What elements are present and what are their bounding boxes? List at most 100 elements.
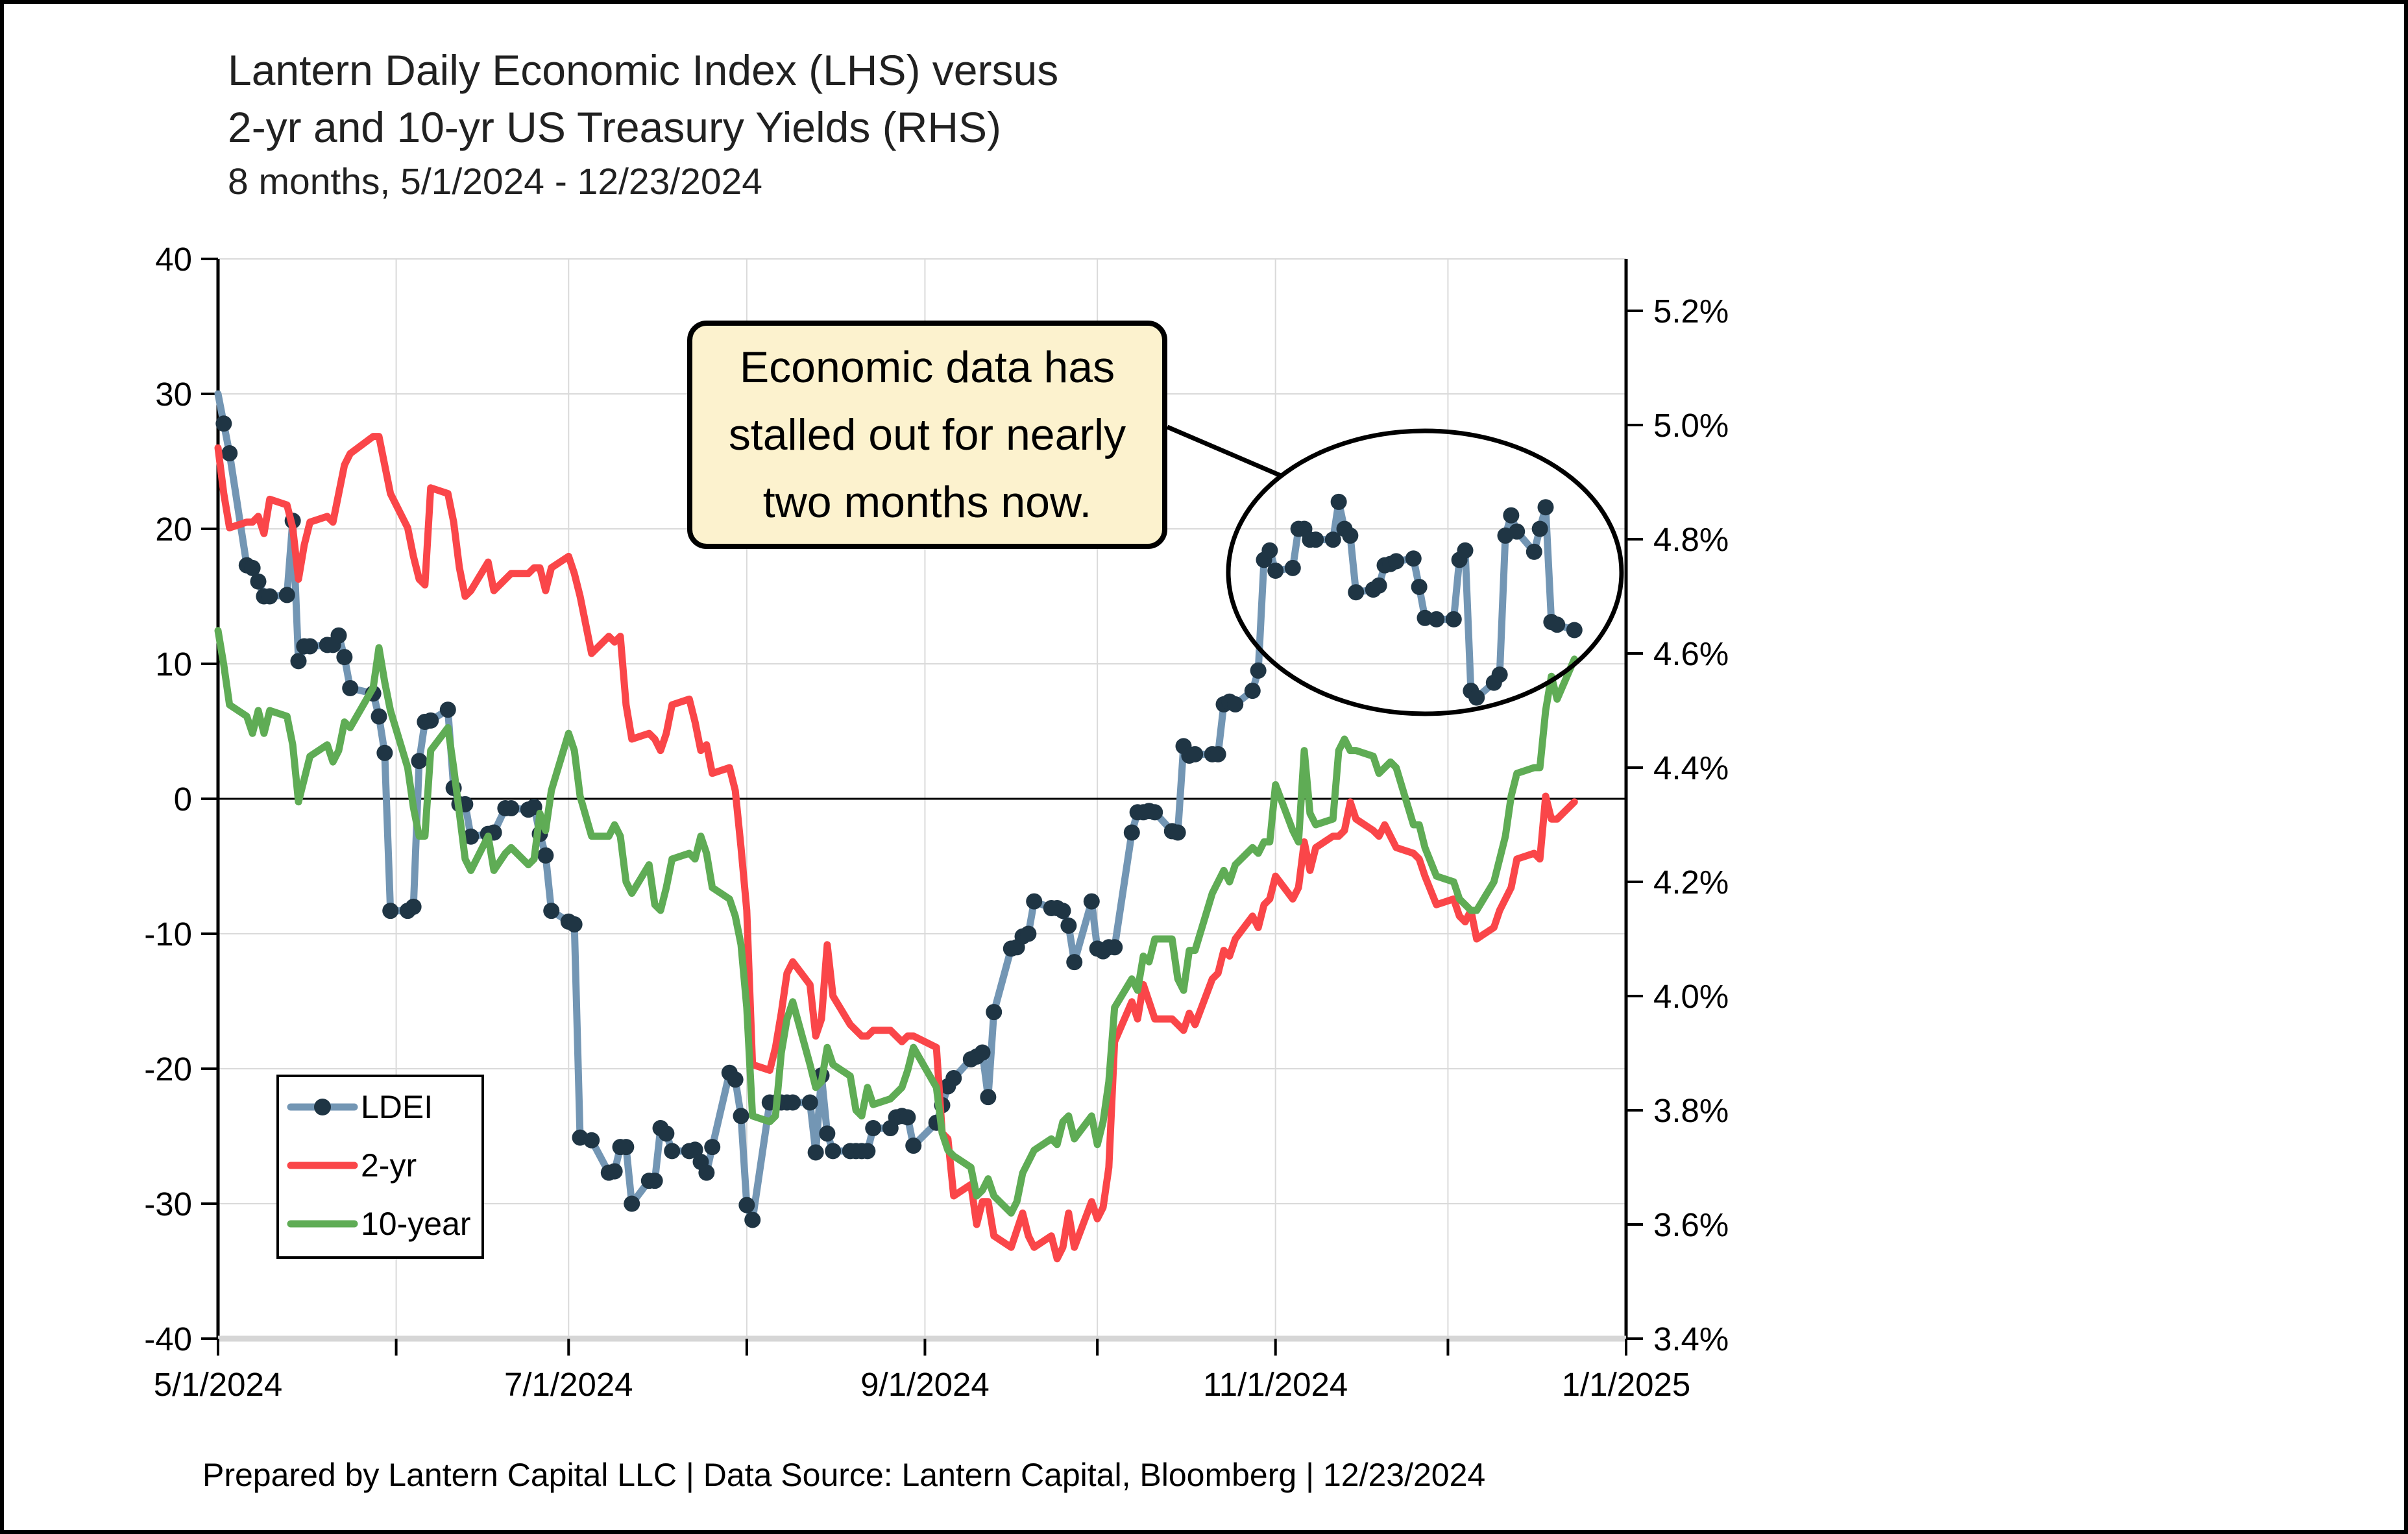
- series-ldei-marker: [825, 1143, 842, 1160]
- series-ldei-marker: [727, 1071, 744, 1088]
- series-ldei-marker: [503, 800, 520, 817]
- series-ldei-marker: [1083, 893, 1100, 910]
- series-ldei-marker: [376, 744, 393, 761]
- series-ldei-marker: [583, 1132, 600, 1149]
- series-ldei-marker: [865, 1120, 882, 1137]
- series-ldei-marker: [244, 559, 261, 576]
- series-ldei-marker: [278, 587, 295, 603]
- series-ldei-marker: [1066, 954, 1083, 971]
- right-axis-tick-label: 4.4%: [1653, 749, 1729, 786]
- series-ldei-marker: [543, 903, 560, 919]
- series-ldei-marker: [330, 627, 347, 644]
- legend-marker-LDEI: [314, 1099, 331, 1115]
- series-ldei-marker: [1445, 611, 1462, 627]
- series-ldei-marker: [1026, 893, 1043, 910]
- series-ldei-marker: [945, 1070, 962, 1087]
- series-ldei-marker: [1284, 559, 1301, 576]
- annotation-leader-line: [1166, 424, 1282, 478]
- series-ldei-marker: [606, 1163, 623, 1180]
- series-ldei-marker: [439, 701, 456, 718]
- x-axis-tick-label: 11/1/2024: [1203, 1366, 1348, 1403]
- left-axis-tick-label: 10: [155, 646, 192, 683]
- right-axis-tick-label: 3.6%: [1653, 1206, 1729, 1243]
- series-ldei-marker: [1348, 584, 1365, 601]
- series-ldei-marker: [618, 1139, 635, 1156]
- source-footer: Prepared by Lantern Capital LLC | Data S…: [202, 1457, 1486, 1493]
- series-ldei-marker: [1187, 746, 1204, 762]
- series-ldei-marker: [221, 445, 238, 462]
- series-ldei-marker: [980, 1089, 997, 1106]
- series-ldei-marker: [1106, 939, 1123, 956]
- series-ldei-marker: [899, 1109, 916, 1126]
- annotation-callout: Economic data has stalled out for nearly t…: [687, 321, 1167, 549]
- annotation-ellipse: [1226, 428, 1624, 716]
- series-ldei-marker: [744, 1211, 761, 1228]
- series-ldei-marker: [1267, 562, 1284, 579]
- right-axis-tick-label: 3.4%: [1653, 1321, 1729, 1357]
- series-ldei-marker: [624, 1195, 640, 1212]
- series-ldei-marker: [1307, 531, 1324, 548]
- series-ldei-marker: [566, 916, 583, 932]
- series-ldei-marker: [1261, 542, 1278, 559]
- series-ldei-marker: [1537, 499, 1554, 516]
- series-ldei-marker: [1531, 520, 1548, 537]
- left-axis-tick-label: 20: [155, 511, 192, 548]
- chart-title-line1: Lantern Daily Economic Index (LHS) versu…: [228, 46, 1059, 94]
- series-10yr-line: [214, 627, 1578, 1217]
- series-ldei-marker: [658, 1125, 675, 1142]
- series-ldei-marker: [1566, 622, 1583, 639]
- series-ldei-marker: [733, 1108, 749, 1125]
- series-ldei-marker: [290, 653, 307, 670]
- series-ldei-marker: [1210, 746, 1226, 762]
- left-axis-tick-label: 40: [155, 241, 192, 278]
- right-axis-tick-label: 4.8%: [1653, 521, 1729, 558]
- series-ldei-marker: [801, 1094, 818, 1111]
- series-ldei-marker: [1405, 550, 1422, 567]
- right-axis-tick-label: 4.6%: [1653, 635, 1729, 672]
- series-ldei-marker: [1147, 804, 1163, 821]
- series-ldei-marker: [819, 1125, 836, 1142]
- series-ldei-marker: [664, 1143, 681, 1160]
- series-ldei-marker: [1509, 523, 1526, 540]
- series-ldei-marker: [1244, 683, 1261, 700]
- series-ldei-marker: [302, 638, 319, 655]
- series-ldei-marker: [1342, 527, 1359, 544]
- series-ldei-marker: [1227, 696, 1244, 712]
- x-axis-tick-label: 9/1/2024: [860, 1366, 990, 1403]
- series-ldei-marker: [1457, 542, 1474, 559]
- series-ldei-marker: [1549, 616, 1566, 633]
- right-axis-tick-label: 4.0%: [1653, 978, 1729, 1015]
- series-ldei-marker: [1428, 611, 1445, 627]
- left-axis-tick-label: 30: [155, 376, 192, 413]
- series-ldei-marker: [261, 588, 278, 605]
- series-ldei-marker: [1324, 531, 1341, 548]
- series-ldei-marker: [738, 1197, 755, 1213]
- series-ldei-marker: [905, 1138, 922, 1154]
- right-axis-tick-label: 5.2%: [1653, 293, 1729, 330]
- chart-title-line2: 2-yr and 10-yr US Treasury Yields (RHS): [228, 103, 1002, 151]
- series-ldei-marker: [537, 847, 554, 864]
- left-axis-tick-label: -30: [144, 1186, 192, 1223]
- annotation-text-line: two months now.: [762, 478, 1092, 527]
- series-ldei-marker: [422, 712, 439, 729]
- left-axis-tick-label: 0: [174, 781, 192, 818]
- series-ldei-marker: [646, 1173, 663, 1189]
- series-ldei-marker: [1250, 662, 1267, 679]
- series-ldei-marker: [1411, 578, 1428, 595]
- series-ldei-marker: [859, 1143, 876, 1160]
- legend-label-2-yr: 2-yr: [361, 1147, 417, 1184]
- series-ldei-marker: [1526, 543, 1542, 560]
- series-ldei-marker: [405, 898, 422, 915]
- left-axis-tick-label: -40: [144, 1321, 192, 1357]
- series-ldei-marker: [687, 1141, 703, 1158]
- series-ldei-marker: [986, 1004, 1003, 1021]
- annotation-text-line: stalled out for nearly: [728, 410, 1126, 459]
- series-ldei-marker: [371, 708, 387, 725]
- series-ldei-marker: [336, 649, 353, 666]
- annotation-text-line: Economic data has: [739, 343, 1115, 392]
- left-axis-tick-label: -10: [144, 916, 192, 953]
- series-ldei-marker: [1169, 824, 1186, 841]
- x-axis-tick-label: 5/1/2024: [154, 1366, 283, 1403]
- series-ldei-marker: [1503, 507, 1520, 524]
- series-2yr-line: [214, 433, 1578, 1263]
